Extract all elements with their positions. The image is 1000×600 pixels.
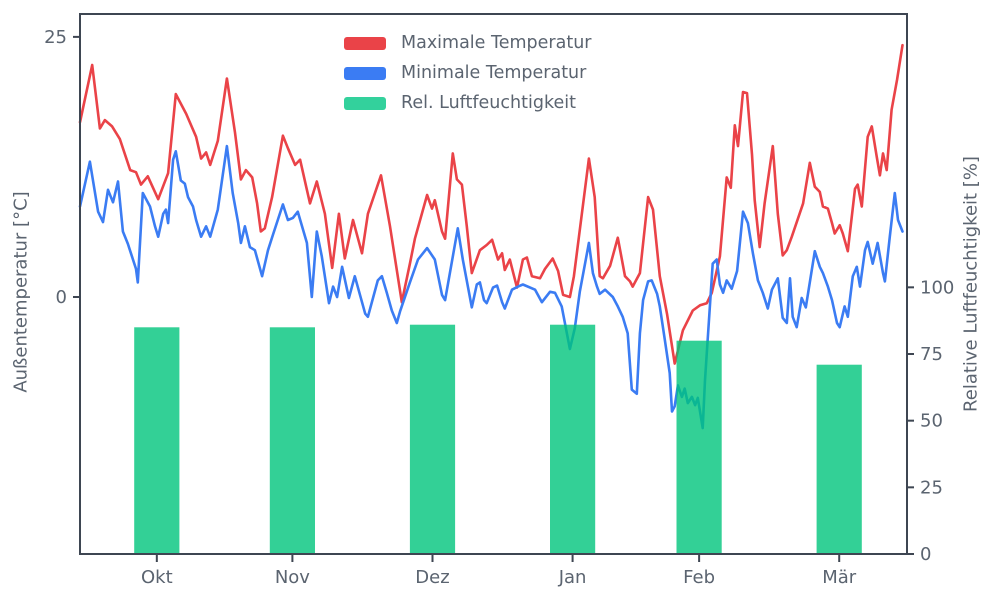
legend-item-max-temp: Maximale Temperatur [344,28,591,58]
legend-label-humidity: Rel. Luftfeuchtigkeit [401,93,576,113]
legend-swatch-min-temp-icon [344,66,386,80]
right-tick-label: 0 [920,544,931,565]
right-axis-title: Relative Luftfeuchtigkeit [%] [960,156,982,412]
legend-item-min-temp: Minimale Temperatur [344,58,591,88]
humidity-bar-nov [269,327,315,554]
legend-label-max-temp: Maximale Temperatur [401,33,592,53]
left-tick-label: 0 [56,287,67,308]
humidity-bar-jan [550,324,596,554]
x-tick-label: Jan [558,567,587,588]
x-tick-label: Nov [275,567,310,588]
legend-item-humidity: Rel. Luftfeuchtigkeit [344,88,591,118]
legend: Maximale Temperatur Minimale Temperatur … [344,28,591,118]
plot-border [79,13,908,555]
right-tick-label: 50 [920,411,943,432]
legend-swatch-max-temp-icon [344,36,386,50]
x-tick-label: Dez [415,567,449,588]
right-tick-label: 75 [920,344,943,365]
left-axis-title: Außentemperatur [°C] [10,191,32,393]
x-tick-label: Feb [683,567,715,588]
min-temp-line [78,144,904,430]
x-tick-label: Mär [822,567,857,588]
right-tick-label: 100 [920,277,954,298]
max-temp-line [78,43,904,365]
humidity-bar-okt [134,327,180,554]
left-tick-label: 25 [44,27,67,48]
x-tick-label: Okt [141,567,173,588]
legend-swatch-humidity-icon [344,96,386,110]
humidity-bar-mär [816,364,862,554]
humidity-bar-dez [409,324,456,554]
humidity-bar-feb [676,340,722,554]
legend-label-min-temp: Minimale Temperatur [401,63,587,83]
right-tick-label: 25 [920,477,943,498]
